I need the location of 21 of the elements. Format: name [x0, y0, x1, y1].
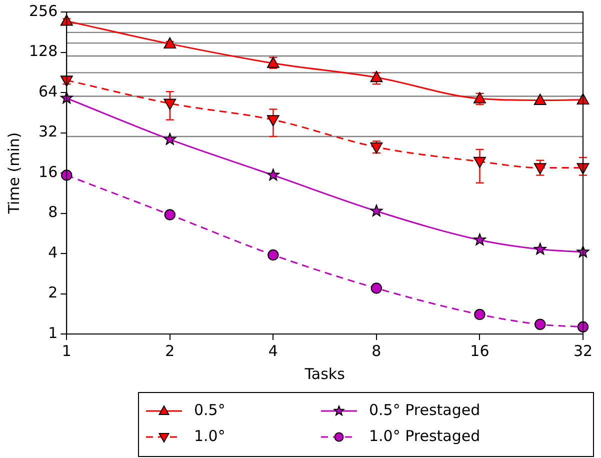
x-tick-label: 2	[165, 342, 175, 360]
legend-label: 1.0° Prestaged	[369, 426, 480, 445]
x-tick-label: 8	[372, 342, 382, 360]
y-tick-label: 16	[38, 162, 58, 181]
y-tick-label: 8	[48, 203, 58, 222]
x-tick-label: 4	[268, 342, 278, 360]
y-axis-title: Time (min)	[4, 132, 23, 215]
legend-label: 1.0°	[194, 426, 226, 445]
x-tick-label: 16	[470, 342, 490, 360]
y-tick-label: 4	[48, 243, 58, 262]
legend-label: 0.5° Prestaged	[369, 400, 480, 419]
y-tick-label: 32	[38, 122, 58, 141]
legend-label: 0.5°	[194, 400, 226, 419]
x-tick-label: 1	[62, 342, 72, 360]
y-tick-label: 2	[48, 284, 58, 302]
y-tick-label: 128	[28, 42, 58, 60]
y-tick-label: 256	[28, 2, 58, 20]
x-axis-title: Tasks	[304, 364, 346, 383]
x-tick-label: 32	[573, 342, 593, 360]
y-tick-label: 64	[38, 82, 58, 100]
y-tick-label: 1	[48, 324, 58, 342]
